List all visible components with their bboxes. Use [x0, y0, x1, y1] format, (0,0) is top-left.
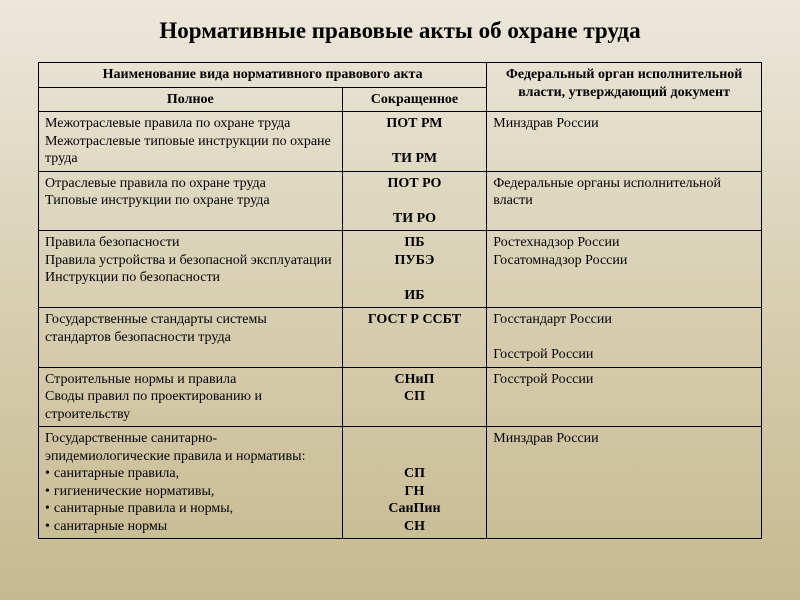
cell-full-name: Отраслевые правила по охране трудаТиповы…: [39, 171, 343, 231]
table-row: Межотраслевые правила по охране трудаМеж…: [39, 112, 762, 172]
table-row: Правила безопасностиПравила устройства и…: [39, 231, 762, 308]
table-row: Государственные стандарты системы станда…: [39, 308, 762, 368]
cell-authority: Минздрав России: [487, 112, 762, 172]
cell-abbreviation: ПОТ РО ТИ РО: [342, 171, 487, 231]
cell-authority: Федеральные органы исполнительной власти: [487, 171, 762, 231]
cell-full-name: Межотраслевые правила по охране трудаМеж…: [39, 112, 343, 172]
cell-full-name: Государственные санитарно-эпидемиологиче…: [39, 427, 343, 539]
cell-abbreviation: СПГНСанПинСН: [342, 427, 487, 539]
header-short: Сокращенное: [342, 87, 487, 112]
cell-authority: Минздрав России: [487, 427, 762, 539]
table-row: Строительные нормы и правилаСводы правил…: [39, 367, 762, 427]
cell-full-name: Правила безопасностиПравила устройства и…: [39, 231, 343, 308]
cell-full-name: Государственные стандарты системы станда…: [39, 308, 343, 368]
table-row: Государственные санитарно-эпидемиологиче…: [39, 427, 762, 539]
table-row: Отраслевые правила по охране трудаТиповы…: [39, 171, 762, 231]
cell-abbreviation: ГОСТ Р ССБТ: [342, 308, 487, 368]
header-row-1: Наименование вида нормативного правового…: [39, 63, 762, 88]
cell-authority: Ростехнадзор РоссииГосатомнадзор России: [487, 231, 762, 308]
cell-authority: Госстрой России: [487, 367, 762, 427]
header-name-group: Наименование вида нормативного правового…: [39, 63, 487, 88]
cell-full-name: Строительные нормы и правилаСводы правил…: [39, 367, 343, 427]
cell-authority: Госстандарт России Госстрой России: [487, 308, 762, 368]
header-authority: Федеральный орган исполнительной власти,…: [487, 63, 762, 112]
regulations-table: Наименование вида нормативного правового…: [38, 62, 762, 539]
cell-abbreviation: СНиПСП: [342, 367, 487, 427]
page-title: Нормативные правовые акты об охране труд…: [38, 18, 762, 44]
cell-abbreviation: ПБПУБЭ ИБ: [342, 231, 487, 308]
header-full: Полное: [39, 87, 343, 112]
cell-abbreviation: ПОТ РМ ТИ РМ: [342, 112, 487, 172]
